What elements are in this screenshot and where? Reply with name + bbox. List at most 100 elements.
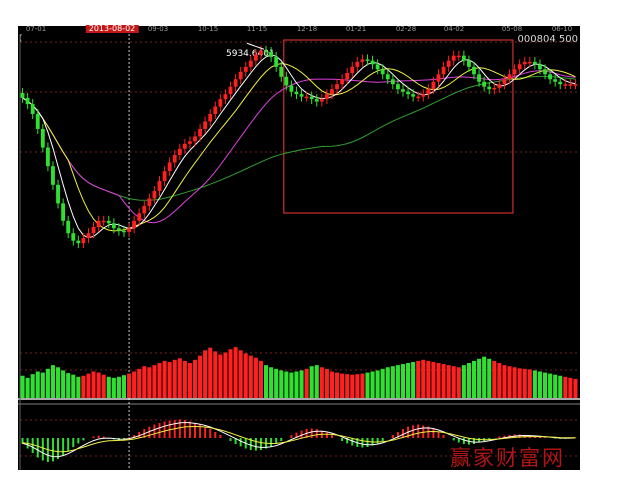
ma10-line	[22, 63, 576, 232]
peak-marker	[246, 42, 265, 50]
date-tick-label: 01-21	[345, 25, 367, 33]
candle-body	[365, 59, 370, 61]
candle-body	[416, 96, 421, 99]
volume-bar	[542, 372, 548, 398]
volume-bar	[507, 366, 512, 398]
volume-bar	[482, 356, 487, 398]
candle-body	[304, 96, 309, 99]
volume-bar	[406, 363, 411, 398]
volume-bar	[152, 365, 157, 398]
stock-code-suffix: 500	[558, 34, 578, 45]
candle-body	[553, 79, 558, 82]
candle-body	[76, 240, 81, 244]
ma20-line	[22, 70, 576, 224]
volume-bar	[248, 355, 253, 398]
candle-body	[558, 81, 563, 85]
candle-body	[208, 114, 213, 122]
ma60-line	[22, 75, 576, 201]
volume-bar	[532, 370, 537, 398]
volume-bar	[527, 369, 532, 398]
candle-body	[30, 104, 35, 115]
volume-bar	[106, 376, 111, 398]
candle-body	[299, 94, 304, 97]
volume-bar	[198, 355, 203, 398]
volume-bar	[355, 374, 360, 398]
volume-bar	[187, 363, 192, 398]
volume-bar	[208, 347, 213, 398]
date-tick-label: 06-10	[551, 25, 573, 33]
volume-bar	[558, 375, 563, 398]
candle-body	[538, 64, 542, 70]
candle-body	[492, 87, 497, 90]
volume-bar	[421, 359, 426, 398]
volume-bar	[471, 360, 477, 398]
candle-body	[279, 66, 284, 77]
volume-bar	[91, 371, 96, 398]
volume-bar	[563, 376, 568, 398]
volume-bar	[111, 377, 116, 398]
candle-body	[532, 61, 537, 65]
volume-bar	[35, 371, 40, 398]
volume-bar	[127, 373, 132, 398]
volume-bar	[573, 378, 578, 398]
candle-body	[497, 84, 502, 88]
volume-bar	[223, 352, 228, 398]
candle-body	[35, 114, 40, 129]
candle-body	[350, 66, 355, 74]
candle-body	[106, 220, 111, 224]
candle-body	[472, 66, 476, 75]
candle-body	[411, 94, 416, 97]
date-tick-label: 09-03	[147, 25, 169, 33]
volume-bar	[477, 358, 482, 398]
volume-bar	[426, 360, 431, 398]
candle-body	[507, 74, 512, 80]
candle-body	[127, 228, 131, 232]
candle-body	[233, 79, 238, 87]
volume-bar	[400, 364, 406, 398]
candle-body	[25, 97, 30, 105]
candle-body	[91, 227, 96, 234]
candle-body	[502, 79, 507, 85]
candle-body	[96, 220, 101, 228]
volume-bar	[177, 358, 182, 398]
candle-body	[167, 162, 172, 172]
volume-bar	[416, 360, 421, 398]
candle-body	[248, 60, 253, 67]
candle-body	[401, 89, 405, 92]
candle-body	[188, 141, 192, 144]
volume-bar	[568, 377, 573, 398]
volume-bar	[137, 368, 142, 398]
date-tick-label: 02-28	[395, 25, 417, 33]
date-tick-label: 11-15	[246, 25, 268, 33]
candle-body	[137, 213, 142, 221]
candle-body	[71, 233, 76, 241]
volume-bar	[329, 371, 335, 398]
candle-body	[543, 69, 547, 75]
candle-body	[198, 128, 203, 137]
candle-body	[487, 86, 492, 90]
volume-bar	[335, 372, 340, 398]
candle-body	[436, 74, 441, 82]
volume-bar	[380, 368, 385, 398]
volume-bar	[76, 376, 81, 398]
candle-body	[522, 61, 527, 65]
candle-body	[116, 228, 121, 231]
volume-bar	[411, 361, 416, 398]
volume-bar	[492, 360, 497, 398]
volume-bar	[289, 372, 294, 398]
candle-body	[213, 106, 218, 115]
volume-bar	[279, 370, 284, 398]
volume-bar	[466, 363, 471, 398]
candle-body	[548, 74, 553, 80]
candle-body	[56, 184, 60, 204]
candle-body	[269, 51, 274, 57]
candle-body	[431, 81, 436, 90]
volume-bar	[553, 374, 558, 398]
volume-bar	[86, 373, 91, 398]
candle-body	[20, 92, 25, 98]
candle-body	[314, 99, 319, 102]
candle-body	[40, 128, 45, 148]
volume-bar	[385, 367, 390, 398]
candle-body	[177, 148, 182, 155]
